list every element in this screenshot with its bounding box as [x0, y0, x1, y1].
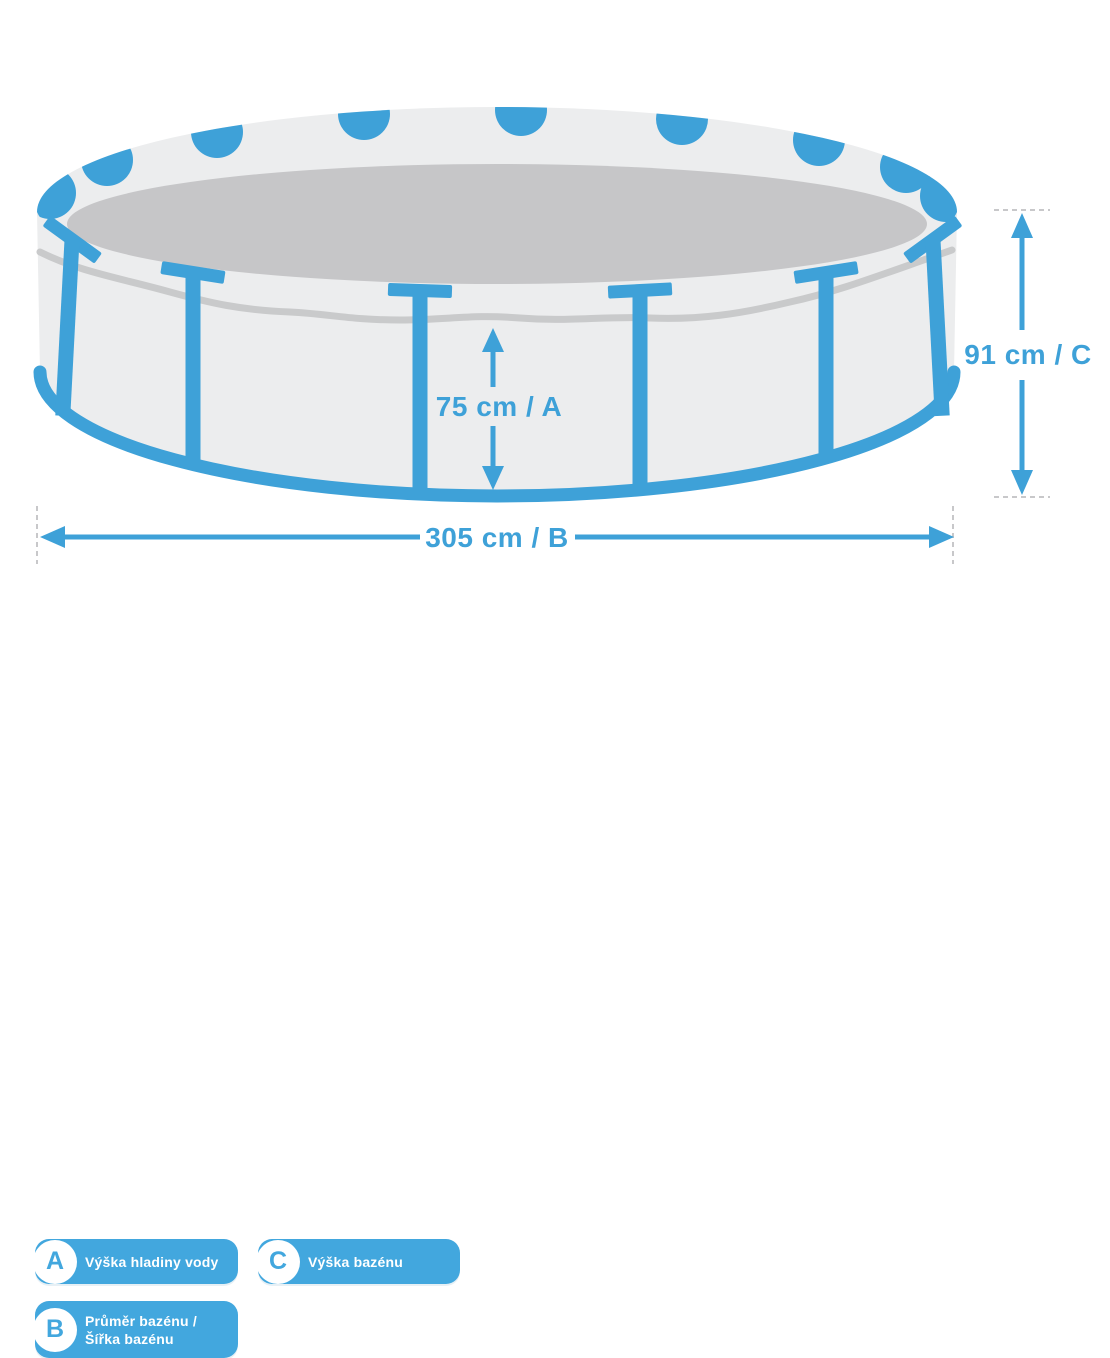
- leg-cap-icon: [495, 107, 547, 136]
- leg-cap-icon: [656, 107, 708, 145]
- leg-cap-icon: [793, 114, 845, 166]
- legend-badge-water-height: A Výška hladiny vody: [33, 1239, 238, 1284]
- pool-leg: [160, 261, 226, 464]
- pool-leg: [607, 282, 673, 490]
- extension-ticks: [36, 209, 1050, 564]
- leg-cap-icon: [37, 167, 76, 219]
- diameter-arrow-icon: [40, 526, 954, 548]
- pool-diagram: 75 cm / A 91 cm / C 305 cm / B: [0, 0, 1110, 615]
- pool-height-dimension: 91 cm / C: [964, 213, 1091, 495]
- pool-height-arrow-icon: [1011, 213, 1033, 495]
- water-height-arrow-icon: [482, 328, 504, 490]
- front-legs: [43, 216, 962, 494]
- diameter-dimension: 305 cm / B: [40, 522, 954, 553]
- leg-cap-icon: [920, 170, 957, 222]
- pool-illustration: 75 cm / A 91 cm / C 305 cm / B: [33, 107, 1091, 564]
- leg-cap-icon: [338, 107, 390, 140]
- legend-badge-pool-height: C Výška bazénu: [256, 1239, 460, 1284]
- liner-seam-line: [36, 246, 956, 324]
- pool-leg: [793, 261, 859, 458]
- water-height-dimension: 75 cm / A: [436, 328, 562, 490]
- pool-leg: [387, 282, 453, 494]
- bottom-rail: [33, 365, 961, 503]
- legend-key-letter: C: [268, 1247, 288, 1275]
- pool-height-label: 91 cm / C: [964, 339, 1091, 370]
- legend-key-c: C: [256, 1239, 300, 1284]
- legend-label: Výška bazénu: [308, 1253, 403, 1270]
- pool-wall: [37, 212, 957, 496]
- water-surface: [67, 164, 927, 284]
- legend-key-b: B: [33, 1307, 77, 1352]
- diameter-label: 305 cm / B: [425, 522, 569, 553]
- legend-key-letter: A: [45, 1247, 65, 1275]
- legend-label-line2: Šířka bazénu: [85, 1330, 174, 1347]
- pool-leg: [903, 216, 962, 417]
- legend: A Výška hladiny vody C Výška bazénu B Pr…: [0, 600, 1110, 1358]
- leg-cap-icon: [81, 134, 133, 186]
- legend-key-letter: B: [45, 1315, 65, 1343]
- legend-label-line1: Průměr bazénu /: [85, 1312, 197, 1329]
- legend-label: Výška hladiny vody: [85, 1253, 219, 1270]
- pool-leg: [43, 216, 102, 417]
- legend-key-a: A: [33, 1239, 77, 1284]
- legend-badge-diameter: B Průměr bazénu / Šířka bazénu: [33, 1301, 238, 1358]
- leg-cap-icon: [191, 107, 243, 158]
- water-height-label: 75 cm / A: [436, 391, 562, 422]
